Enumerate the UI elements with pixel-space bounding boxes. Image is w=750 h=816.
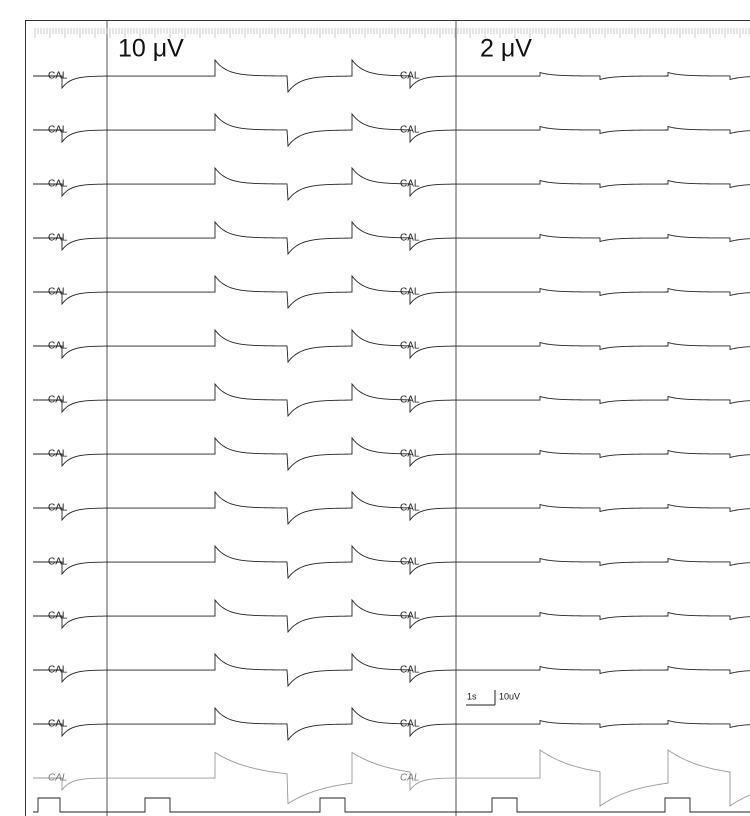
scale-time-label: 1s <box>467 691 477 701</box>
eeg-trace <box>33 652 750 688</box>
channel-label: CAL <box>48 287 68 298</box>
channel-label: CAL <box>400 341 420 352</box>
channel-label: CAL <box>48 449 68 460</box>
eeg-trace <box>33 749 750 807</box>
channel-label: CAL <box>400 125 420 136</box>
eeg-trace <box>33 112 750 148</box>
ruler-ticks <box>34 28 750 38</box>
scale-bar: 1s 10uV <box>466 690 520 706</box>
channel-label: CAL <box>48 773 67 784</box>
channel-label: CAL <box>48 395 68 406</box>
eeg-trace <box>33 436 750 472</box>
channel-label: CAL <box>400 449 420 460</box>
eeg-trace <box>33 706 750 742</box>
eeg-trace <box>33 382 750 418</box>
channel-label: CAL <box>400 557 420 568</box>
channel-label: CAL <box>400 71 420 82</box>
channel-label: CAL <box>48 503 68 514</box>
channel-label: CAL <box>48 71 68 82</box>
channel-label: CAL <box>400 287 420 298</box>
channel-label: CAL <box>400 179 420 190</box>
channel-label: CAL <box>48 233 68 244</box>
channel-label: CAL <box>400 611 420 622</box>
eeg-trace <box>33 274 750 310</box>
channel-label: CAL <box>48 665 68 676</box>
channel-label: CAL <box>400 665 420 676</box>
eeg-trace <box>33 166 750 202</box>
panel-label: 2 μV <box>480 35 532 63</box>
eeg-trace <box>33 220 750 256</box>
eeg-trace <box>33 328 750 364</box>
channel-label: CAL <box>48 179 68 190</box>
channel-label: CAL <box>48 125 68 136</box>
channel-label: CAL <box>48 611 68 622</box>
channel-label: CAL <box>400 503 420 514</box>
channel-label: CAL <box>48 557 68 568</box>
channel-label: CAL <box>48 341 68 352</box>
channel-label: CAL <box>400 773 419 784</box>
eeg-trace <box>33 544 750 580</box>
eeg-trace <box>33 490 750 526</box>
scale-amplitude-label: 10uV <box>499 691 520 701</box>
channel-label: CAL <box>400 233 420 244</box>
eeg-trace <box>33 598 750 634</box>
frame <box>25 20 750 816</box>
channel-label: CAL <box>400 395 420 406</box>
channel-label: CAL <box>48 719 68 730</box>
panel-label: 10 μV <box>118 35 184 63</box>
channel-label: CAL <box>400 719 420 730</box>
eeg-trace <box>33 58 750 94</box>
trigger-trace <box>33 797 750 813</box>
